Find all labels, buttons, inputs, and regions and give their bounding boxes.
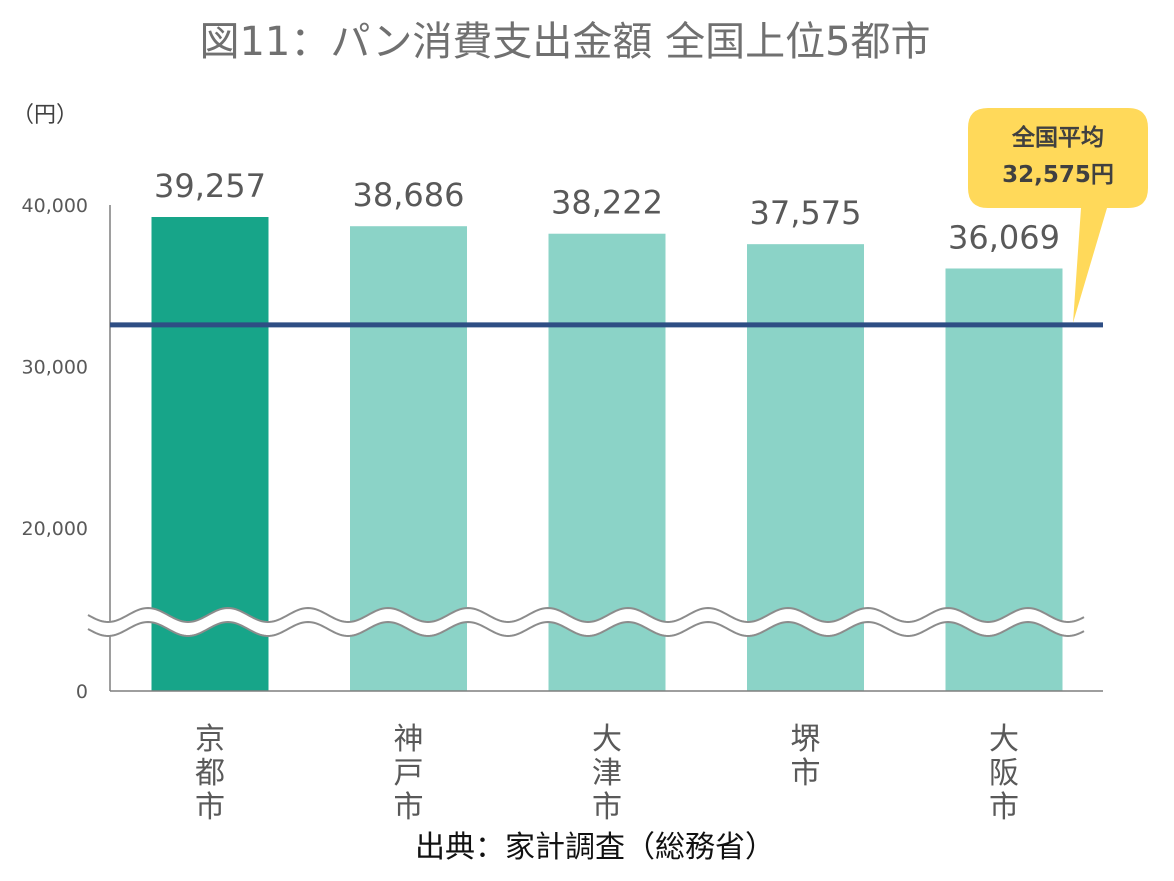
bar-value-label: 38,686 <box>353 176 465 214</box>
bar-value-label: 37,575 <box>750 194 862 232</box>
x-category-label: 堺市 <box>791 722 821 791</box>
x-category-label: 神戸市 <box>394 722 424 825</box>
y-tick-label: 40,000 <box>22 195 88 217</box>
x-category-label: 大阪市 <box>989 722 1019 825</box>
x-category-label: 京都市 <box>195 722 225 825</box>
y-axis-unit-label: （円） <box>12 103 78 128</box>
bar <box>151 216 269 691</box>
y-tick-label: 30,000 <box>22 357 88 379</box>
bar-value-label: 39,257 <box>154 167 266 205</box>
bar-value-label: 38,222 <box>551 184 663 222</box>
y-tick-label: 0 <box>76 681 88 703</box>
callout-label-line2: 32,575円 <box>1002 162 1114 188</box>
source-note: 出典：家計調査（総務省） <box>415 830 775 865</box>
bar-value-label: 36,069 <box>948 218 1060 256</box>
chart-title: 図11：パン消費支出金額 全国上位5都市 <box>199 19 930 65</box>
axis-break <box>87 606 1085 638</box>
x-category-label: 大津市 <box>592 722 622 825</box>
callout-label-line1: 全国平均 <box>1011 124 1104 151</box>
callout-bubble <box>968 108 1148 323</box>
y-tick-label: 20,000 <box>22 518 88 540</box>
national-average-callout: 全国平均 32,575円 <box>968 108 1148 323</box>
